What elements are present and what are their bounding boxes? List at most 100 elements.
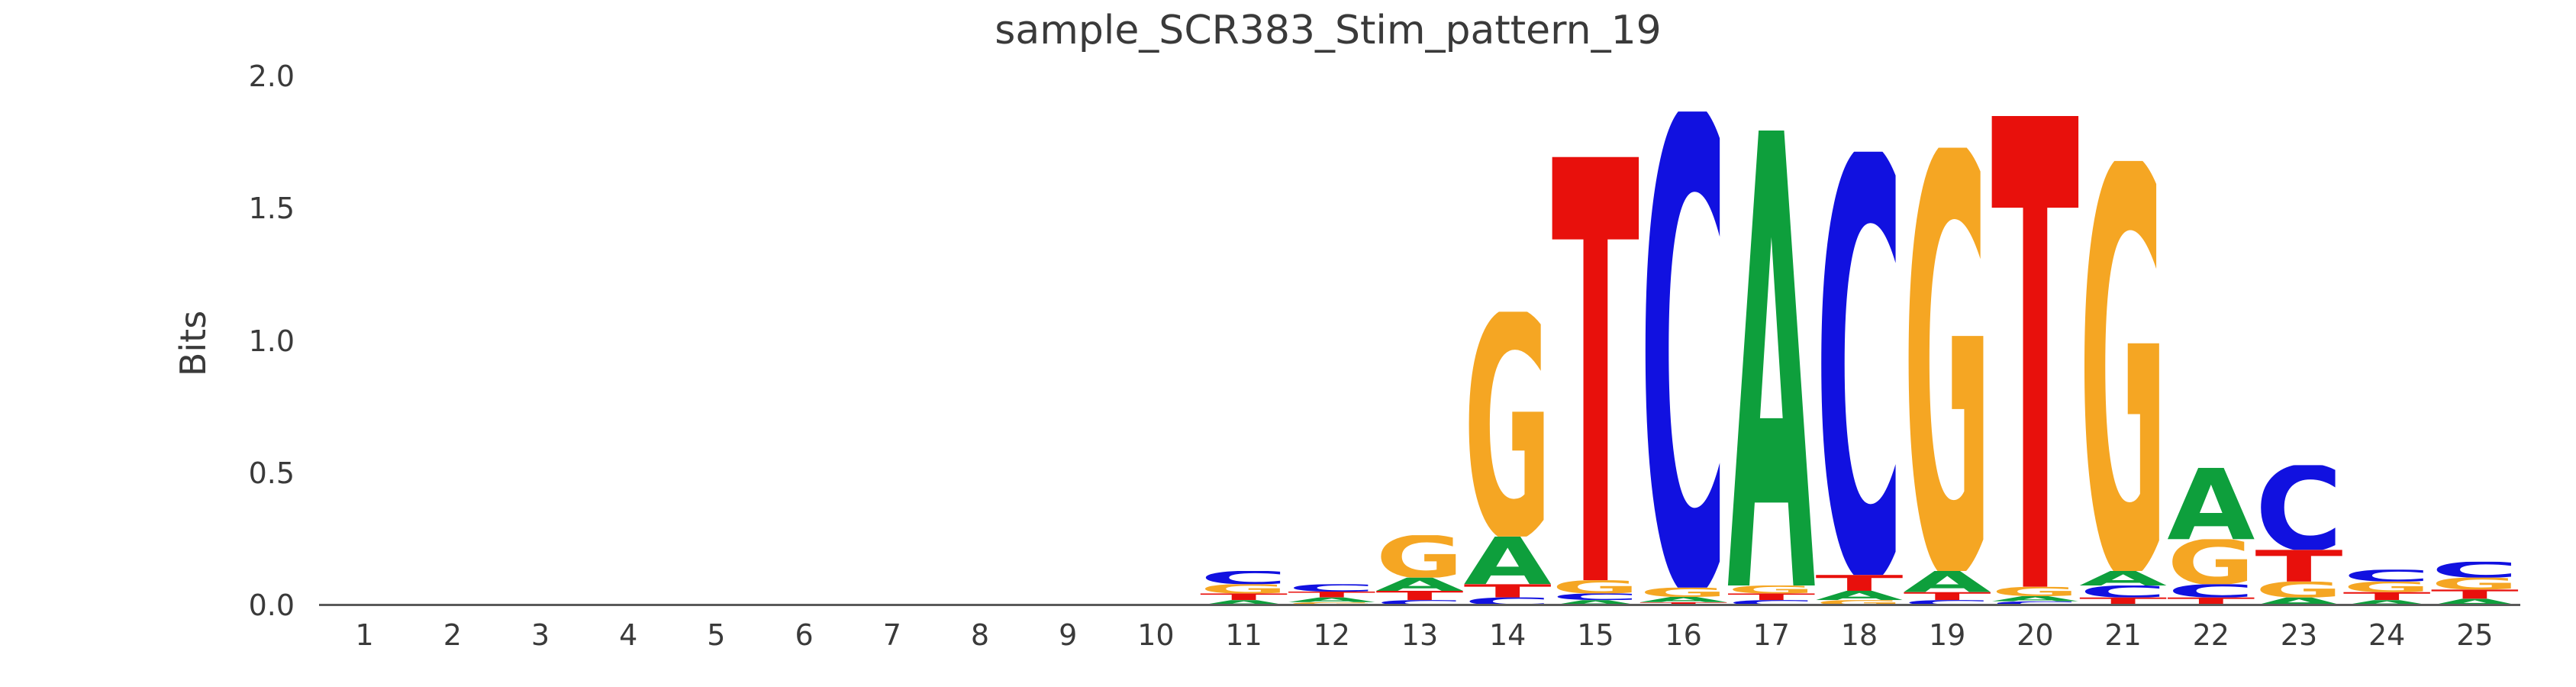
logo-letter-C: C xyxy=(1815,76,1903,605)
logo-letter-A: A xyxy=(2255,595,2342,605)
svg-text:T: T xyxy=(1552,76,1640,605)
logo-letter-T: T xyxy=(2167,595,2255,605)
logo-letter-C: C xyxy=(2343,569,2431,582)
logo-letter-G: G xyxy=(1200,584,1288,593)
logo-letter-T: T xyxy=(1727,592,1815,602)
svg-text:A: A xyxy=(1375,574,1463,595)
logo-letter-G: G xyxy=(1991,587,2079,596)
svg-text:A: A xyxy=(1288,596,1376,604)
svg-text:A: A xyxy=(1464,524,1552,600)
x-tick-label: 21 xyxy=(2104,618,2142,652)
svg-text:T: T xyxy=(1904,590,1991,603)
svg-text:T: T xyxy=(2343,590,2431,603)
svg-text:C: C xyxy=(1904,598,1991,605)
svg-text:C: C xyxy=(2255,442,2342,578)
logo-letter-C: C xyxy=(1991,600,2079,605)
logo-letter-A: A xyxy=(1904,566,1991,599)
logo-letter-G: G xyxy=(1288,602,1375,605)
svg-text:C: C xyxy=(1464,595,1552,605)
svg-text:G: G xyxy=(1639,585,1727,600)
logo-letter-T: T xyxy=(2431,589,2519,598)
svg-text:T: T xyxy=(2167,595,2255,605)
logo-letter-G: G xyxy=(1639,585,1727,600)
x-tick-label: 20 xyxy=(2017,618,2054,652)
x-tick-label: 19 xyxy=(1929,618,1966,652)
logo-letter-T: T xyxy=(1904,590,1991,603)
logo-letter-T: T xyxy=(2079,595,2167,605)
logo-letter-G: G xyxy=(1815,600,1903,605)
logo-letter-C: C xyxy=(1904,598,1991,605)
logo-letter-A: A xyxy=(1200,598,1288,605)
logo-letter-A: A xyxy=(1552,600,1639,605)
x-tick-label: 22 xyxy=(2192,618,2229,652)
svg-text:T: T xyxy=(2255,541,2342,592)
logo-letter-T: T xyxy=(1815,571,1903,596)
x-tick-label: 14 xyxy=(1489,618,1527,652)
svg-text:A: A xyxy=(2255,595,2342,605)
logo-letter-C: C xyxy=(2167,584,2255,597)
logo-letter-G: G xyxy=(2255,577,2342,602)
svg-text:C: C xyxy=(1991,600,2079,605)
x-tick-label: 10 xyxy=(1137,618,1175,652)
logo-letter-T: T xyxy=(1288,590,1375,599)
logo-letter-A: A xyxy=(1727,131,1815,585)
svg-text:A: A xyxy=(1991,595,2080,603)
svg-text:G: G xyxy=(2431,574,2519,593)
svg-text:A: A xyxy=(2431,597,2519,605)
logo-letter-A: A xyxy=(2431,597,2519,605)
logo-letter-A: A xyxy=(2079,571,2167,585)
x-tick-label: 24 xyxy=(2368,618,2406,652)
logo-letter-C: C xyxy=(1200,571,1288,584)
logo-letter-C: C xyxy=(2431,557,2519,582)
svg-text:T: T xyxy=(1991,76,2080,605)
y-tick-label: 0.5 xyxy=(248,456,295,490)
logo-letter-A: A xyxy=(1464,524,1552,600)
svg-text:C: C xyxy=(1288,582,1375,594)
svg-text:A: A xyxy=(2343,598,2432,605)
x-tick-label: 25 xyxy=(2456,618,2494,652)
y-tick-label: 2.0 xyxy=(248,60,295,93)
svg-text:G: G xyxy=(1727,583,1815,596)
logo-letter-T: T xyxy=(1639,602,1727,605)
logo-letter-A: A xyxy=(1991,595,2080,603)
logo-letter-A: A xyxy=(1288,596,1376,604)
svg-text:T: T xyxy=(1815,571,1903,596)
chart-title: sample_SCR383_Stim_pattern_19 xyxy=(995,8,1662,53)
svg-text:G: G xyxy=(1464,251,1552,605)
x-tick-label: 5 xyxy=(707,618,726,652)
x-tick-label: 7 xyxy=(882,618,901,652)
y-tick-label: 0.0 xyxy=(248,589,295,622)
logo-letter-C: C xyxy=(1727,598,1815,605)
svg-text:G: G xyxy=(2255,577,2342,602)
x-tick-label: 12 xyxy=(1313,618,1350,652)
svg-text:T: T xyxy=(2079,595,2167,605)
logo-letter-G: G xyxy=(2167,539,2255,584)
x-tick-label: 1 xyxy=(355,618,374,652)
x-tick-label: 23 xyxy=(2280,618,2318,652)
svg-text:T: T xyxy=(1639,602,1727,605)
svg-text:C: C xyxy=(1815,76,1903,605)
svg-text:C: C xyxy=(1552,592,1639,602)
svg-text:C: C xyxy=(1375,598,1463,605)
y-tick-label: 1.0 xyxy=(248,324,295,358)
svg-text:C: C xyxy=(1639,76,1727,605)
x-tick-label: 15 xyxy=(1577,618,1614,652)
svg-text:C: C xyxy=(1727,598,1815,605)
logo-letter-T: T xyxy=(2343,590,2431,603)
svg-text:G: G xyxy=(2343,579,2431,595)
svg-text:T: T xyxy=(1375,589,1464,603)
svg-text:A: A xyxy=(1904,566,1991,599)
x-tick-label: 9 xyxy=(1059,618,1078,652)
x-tick-label: 6 xyxy=(795,618,814,652)
svg-text:G: G xyxy=(2079,76,2167,605)
svg-text:A: A xyxy=(1815,589,1903,603)
svg-text:A: A xyxy=(1200,598,1288,605)
x-axis-line xyxy=(319,604,2520,606)
svg-text:C: C xyxy=(2431,557,2519,582)
x-tick-label: 17 xyxy=(1752,618,1790,652)
logo-letter-G: G xyxy=(1375,535,1463,577)
svg-text:T: T xyxy=(1727,592,1815,602)
svg-text:T: T xyxy=(1288,590,1375,599)
logo-letter-G: G xyxy=(2343,579,2431,595)
